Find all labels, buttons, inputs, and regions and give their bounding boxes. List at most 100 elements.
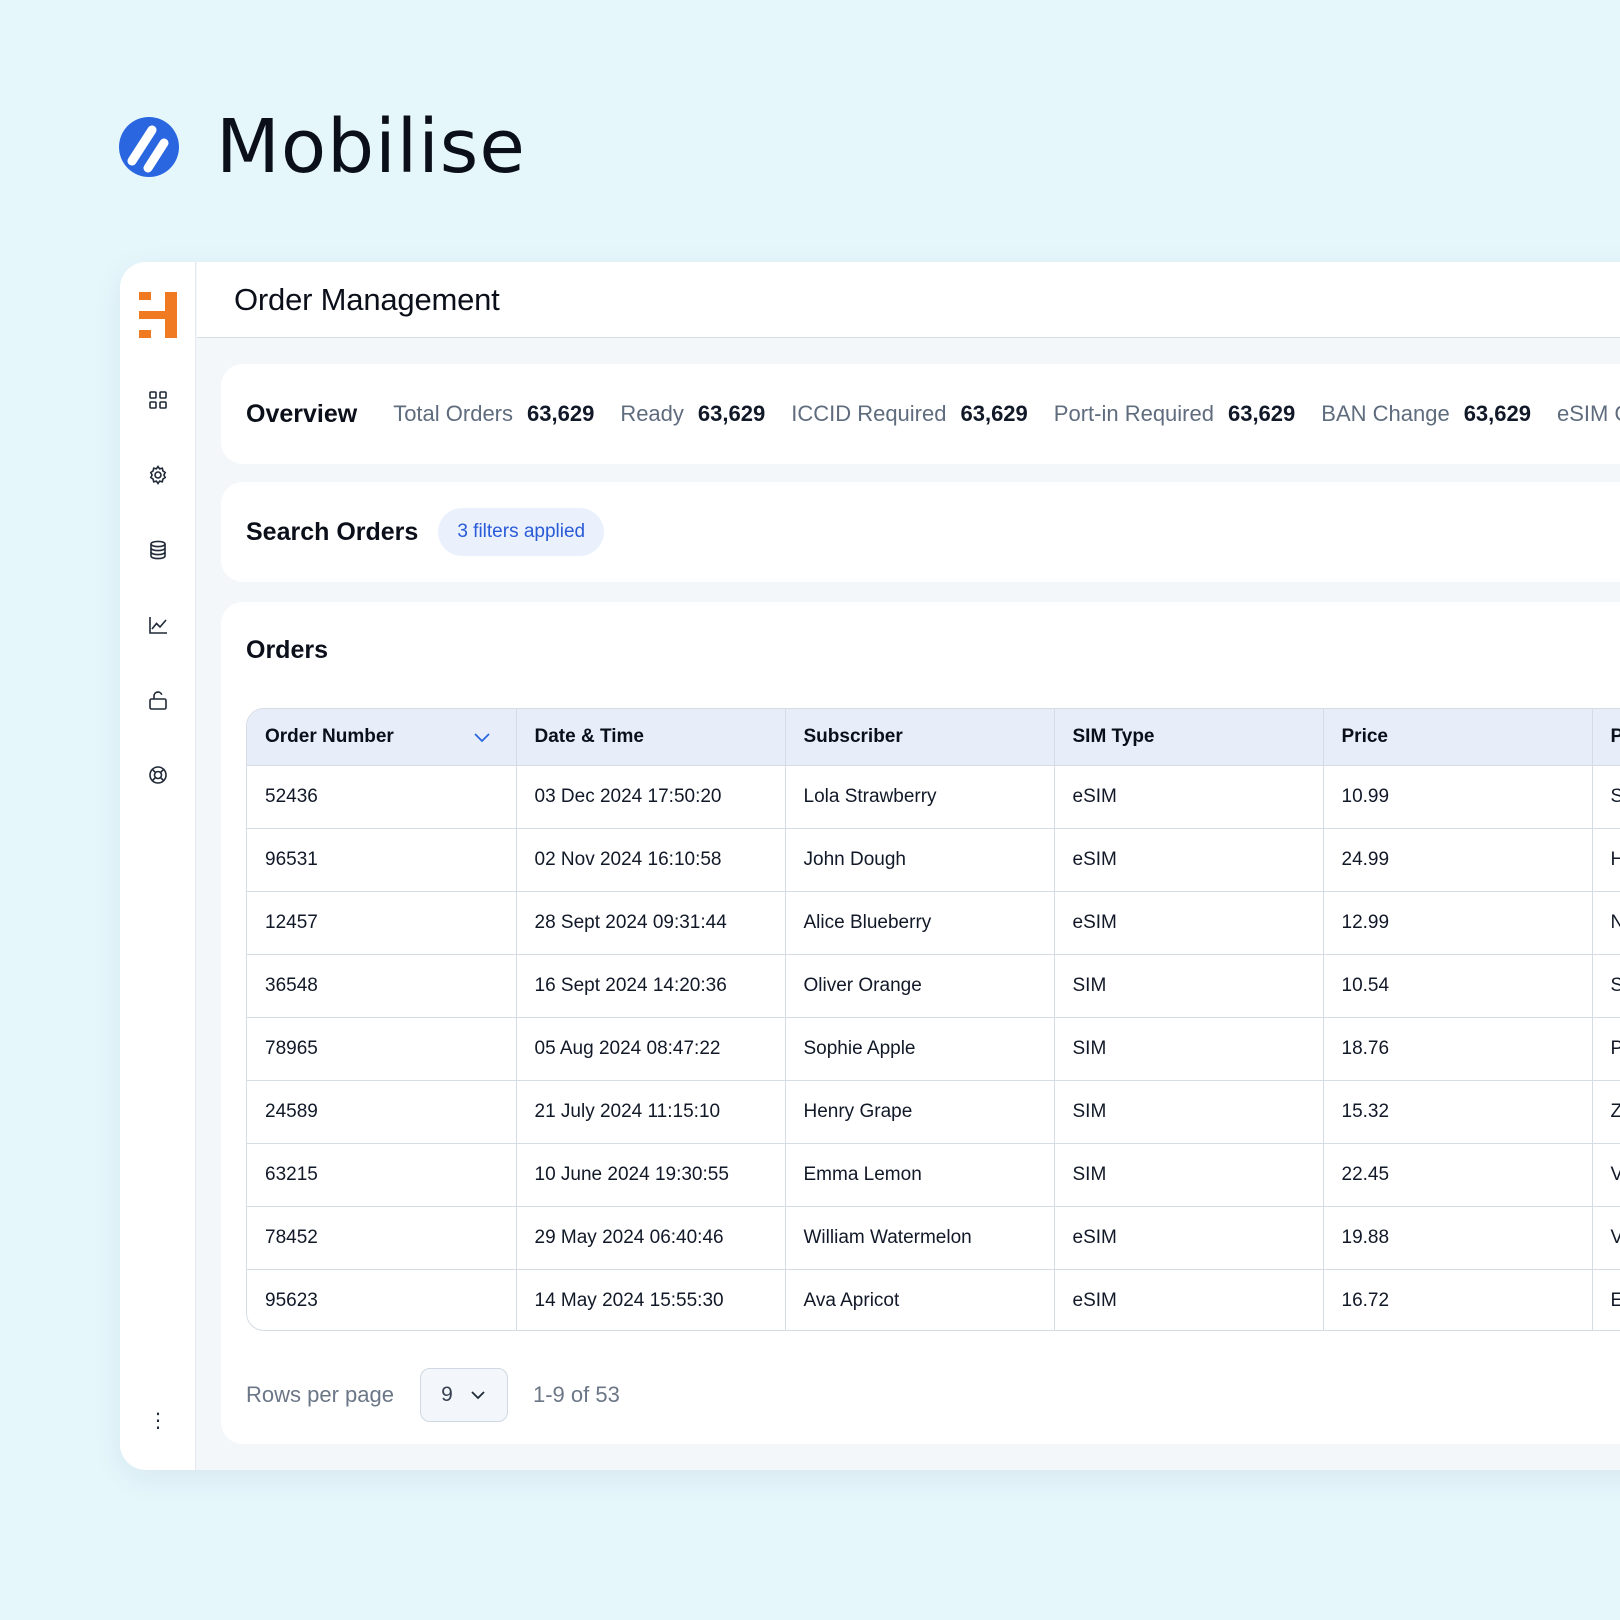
cell-order-number: 24589 bbox=[247, 1080, 517, 1144]
mobilise-logo-icon bbox=[119, 117, 179, 177]
sidebar-item-settings[interactable] bbox=[144, 461, 172, 489]
cell-p: Z bbox=[1592, 1080, 1620, 1144]
cell-subscriber: Ava Apricot bbox=[785, 1269, 1055, 1330]
cell-subscriber: Lola Strawberry bbox=[785, 765, 1055, 829]
cell-sim-type: SIM bbox=[1054, 1143, 1324, 1207]
cell-sim-type: SIM bbox=[1054, 954, 1324, 1018]
table-row[interactable]: 95623 14 May 2024 15:55:30 Ava Apricot e… bbox=[247, 1269, 1620, 1330]
table-row[interactable]: 78452 29 May 2024 06:40:46 William Water… bbox=[247, 1206, 1620, 1270]
cell-p: H bbox=[1592, 828, 1620, 892]
stat-value: 63,629 bbox=[697, 401, 766, 426]
pagination: Rows per page 9 1-9 of 53 bbox=[246, 1368, 620, 1422]
table-row[interactable]: 36548 16 Sept 2024 14:20:36 Oliver Orang… bbox=[247, 954, 1620, 1018]
cell-p: S bbox=[1592, 954, 1620, 1018]
chevron-down-icon[interactable] bbox=[472, 727, 492, 747]
cell-p: E bbox=[1592, 1269, 1620, 1330]
stat-value: 63,629 bbox=[527, 401, 595, 426]
stat-label: Total Orders bbox=[393, 401, 514, 426]
column-header-sim-type[interactable]: SIM Type bbox=[1054, 709, 1324, 766]
filters-applied-badge[interactable]: 3 filters applied bbox=[438, 508, 605, 556]
sidebar-item-security[interactable] bbox=[144, 686, 172, 714]
column-header-subscriber[interactable]: Subscriber bbox=[785, 709, 1055, 766]
grid-icon bbox=[149, 391, 167, 409]
cell-sim-type: eSIM bbox=[1054, 1269, 1324, 1330]
sidebar-item-support[interactable] bbox=[144, 761, 172, 789]
database-icon bbox=[150, 540, 166, 560]
cell-p: S bbox=[1592, 765, 1620, 829]
cell-order-number: 12457 bbox=[247, 891, 517, 955]
cell-price: 10.54 bbox=[1323, 954, 1593, 1018]
stat-iccid-required: ICCID Required 63,629 bbox=[791, 401, 1028, 427]
cell-sim-type: SIM bbox=[1054, 1017, 1324, 1081]
main-content: Order Management Overview Total Orders 6… bbox=[197, 262, 1620, 1470]
cell-subscriber: Sophie Apple bbox=[785, 1017, 1055, 1081]
stat-value: 63,629 bbox=[1227, 401, 1296, 426]
cell-date-time: 02 Nov 2024 16:10:58 bbox=[516, 828, 786, 892]
cell-date-time: 14 May 2024 15:55:30 bbox=[516, 1269, 786, 1330]
cell-subscriber: Emma Lemon bbox=[785, 1143, 1055, 1207]
cell-price: 10.99 bbox=[1323, 765, 1593, 829]
cell-date-time: 21 July 2024 11:15:10 bbox=[516, 1080, 786, 1144]
cell-p: V bbox=[1592, 1143, 1620, 1207]
cell-order-number: 96531 bbox=[247, 828, 517, 892]
rows-per-page-select[interactable]: 9 bbox=[419, 1368, 508, 1422]
cell-order-number: 36548 bbox=[247, 954, 517, 1018]
sidebar-item-dashboard[interactable] bbox=[144, 386, 172, 414]
overview-card: Overview Total Orders 63,629 Ready 63,62… bbox=[221, 364, 1620, 464]
orders-title: Orders bbox=[246, 636, 328, 664]
cell-subscriber: Alice Blueberry bbox=[785, 891, 1055, 955]
stat-value: 63,629 bbox=[1463, 401, 1531, 426]
table-row[interactable]: 96531 02 Nov 2024 16:10:58 John Dough eS… bbox=[247, 828, 1620, 892]
rows-per-page-value: 9 bbox=[441, 1383, 453, 1406]
stat-port-in-required: Port-in Required 63,629 bbox=[1054, 401, 1295, 427]
table-row[interactable]: 12457 28 Sept 2024 09:31:44 Alice Bluebe… bbox=[247, 891, 1620, 955]
column-header-p[interactable]: P bbox=[1592, 709, 1620, 766]
unlock-icon bbox=[149, 691, 167, 710]
cell-order-number: 95623 bbox=[247, 1269, 517, 1330]
sidebar: ⋮ bbox=[120, 262, 196, 1470]
stat-label: Port-in Required bbox=[1053, 401, 1214, 426]
cell-order-number: 78965 bbox=[247, 1017, 517, 1081]
cell-date-time: 16 Sept 2024 14:20:36 bbox=[516, 954, 786, 1018]
cell-sim-type: eSIM bbox=[1054, 765, 1324, 829]
stat-label: eSIM Ord bbox=[1556, 401, 1620, 426]
gear-icon bbox=[149, 465, 167, 485]
sidebar-item-analytics[interactable] bbox=[144, 611, 172, 639]
cell-order-number: 63215 bbox=[247, 1143, 517, 1207]
table-row[interactable]: 24589 21 July 2024 11:15:10 Henry Grape … bbox=[247, 1080, 1620, 1144]
brand-name: Mobilise bbox=[216, 104, 526, 190]
cell-p: V bbox=[1592, 1206, 1620, 1270]
chevron-down-icon bbox=[471, 1391, 485, 1400]
table-row[interactable]: 52436 03 Dec 2024 17:50:20 Lola Strawber… bbox=[247, 765, 1620, 829]
topbar: Order Management bbox=[197, 262, 1620, 338]
page-title: Order Management bbox=[234, 281, 500, 317]
column-header-date-time[interactable]: Date & Time bbox=[516, 709, 786, 766]
cell-price: 22.45 bbox=[1323, 1143, 1593, 1207]
column-header-price[interactable]: Price bbox=[1323, 709, 1593, 766]
brand: Mobilise bbox=[118, 110, 526, 184]
cell-sim-type: eSIM bbox=[1054, 1206, 1324, 1270]
cell-price: 24.99 bbox=[1323, 828, 1593, 892]
cell-date-time: 10 June 2024 19:30:55 bbox=[516, 1143, 786, 1207]
lifebuoy-icon bbox=[149, 766, 167, 784]
stat-label: Ready bbox=[620, 401, 684, 426]
cell-price: 19.88 bbox=[1323, 1206, 1593, 1270]
stat-esim-orders: eSIM Ord bbox=[1557, 401, 1620, 427]
cell-subscriber: William Watermelon bbox=[785, 1206, 1055, 1270]
sidebar-item-data[interactable] bbox=[144, 536, 172, 564]
cell-sim-type: eSIM bbox=[1054, 828, 1324, 892]
column-header-label: Order Number bbox=[265, 725, 394, 747]
chart-icon bbox=[149, 617, 167, 634]
cell-date-time: 28 Sept 2024 09:31:44 bbox=[516, 891, 786, 955]
table-row[interactable]: 78965 05 Aug 2024 08:47:22 Sophie Apple … bbox=[247, 1017, 1620, 1081]
more-menu-icon[interactable]: ⋮ bbox=[148, 1409, 168, 1432]
cell-p: N bbox=[1592, 891, 1620, 955]
cell-subscriber: Oliver Orange bbox=[785, 954, 1055, 1018]
column-header-order-number[interactable]: Order Number bbox=[247, 709, 517, 766]
stat-label: BAN Change bbox=[1321, 401, 1450, 426]
cell-date-time: 03 Dec 2024 17:50:20 bbox=[516, 765, 786, 829]
table-row[interactable]: 63215 10 June 2024 19:30:55 Emma Lemon S… bbox=[247, 1143, 1620, 1207]
stat-ban-change: BAN Change 63,629 bbox=[1321, 401, 1531, 427]
cell-order-number: 52436 bbox=[247, 765, 517, 829]
app-logo-icon bbox=[139, 292, 177, 338]
